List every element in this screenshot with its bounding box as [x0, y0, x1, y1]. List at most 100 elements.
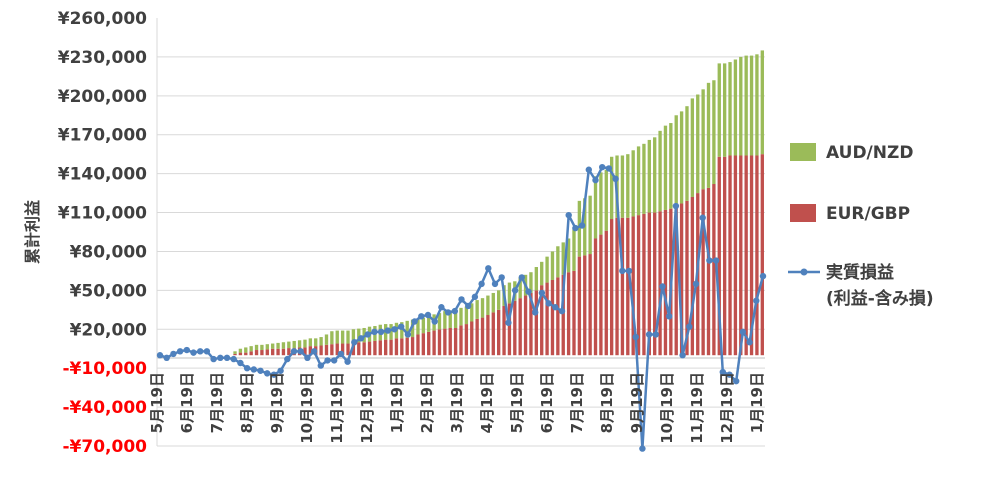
bar-audnzd [636, 146, 641, 216]
bar-audnzd [755, 54, 759, 156]
bar-eurgbp [265, 349, 269, 356]
x-tick-label: 9月19日 [628, 372, 646, 433]
bar-eurgbp [244, 352, 248, 356]
line-point [190, 349, 197, 356]
bar-eurgbp [566, 272, 571, 356]
line-point [183, 346, 190, 354]
bar-eurgbp [416, 334, 420, 356]
bar-eurgbp [276, 348, 280, 356]
bar-audnzd [556, 246, 560, 278]
line-point [344, 358, 351, 365]
x-tick-label: 12月19日 [718, 372, 736, 444]
legend-label: 実質損益 [826, 262, 894, 283]
line-point [592, 176, 599, 184]
bar-eurgbp [545, 282, 549, 356]
x-tick-label: 3月19日 [448, 372, 466, 433]
line-point [645, 331, 653, 338]
bar-audnzd [475, 300, 479, 319]
bar-eurgbp [663, 209, 668, 356]
legend-label: (利益-含み損) [826, 288, 934, 309]
bar-eurgbp [389, 339, 393, 356]
bar-audnzd [459, 307, 463, 326]
line-point [357, 335, 365, 342]
bar-audnzd [626, 154, 630, 218]
y-tick-label: -¥70,000 [63, 437, 148, 457]
x-tick-label: 5月19日 [148, 372, 166, 433]
bar-eurgbp [599, 234, 603, 356]
line-point [257, 367, 264, 374]
bar-eurgbp [529, 292, 533, 356]
axes [156, 18, 765, 446]
bar-audnzd [518, 277, 522, 299]
y-tick-label: ¥80,000 [70, 242, 148, 262]
bar-eurgbp [346, 343, 350, 356]
line-point [639, 445, 646, 452]
line-point [726, 371, 733, 378]
bar-eurgbp [367, 341, 372, 356]
bar-eurgbp [523, 295, 528, 356]
line-point [652, 331, 659, 338]
bar-audnzd [265, 344, 269, 350]
legend-label: EUR/GBP [826, 204, 910, 224]
line-point [699, 214, 706, 221]
line-point [666, 313, 673, 320]
bar-eurgbp [394, 338, 399, 356]
bar-audnzd [534, 267, 538, 291]
line-point [331, 357, 338, 364]
bar-eurgbp [631, 216, 635, 356]
line-point [498, 274, 505, 281]
line-point [659, 283, 666, 290]
line-point [398, 323, 405, 330]
x-tick-label: 1月19日 [388, 372, 406, 433]
line-point [578, 222, 586, 229]
bar-eurgbp [507, 303, 512, 356]
bar-audnzd [674, 115, 678, 207]
bar-eurgbp [260, 350, 264, 356]
bar-audnzd [599, 172, 603, 235]
line-point [391, 326, 398, 333]
x-tick-label: 11月19日 [688, 372, 706, 444]
bar-eurgbp [249, 351, 253, 356]
bar-audnzd [760, 50, 764, 155]
bar-eurgbp [647, 212, 651, 356]
line-point [310, 348, 318, 355]
y-tick-label: ¥170,000 [58, 126, 147, 146]
bar-eurgbp [583, 255, 587, 356]
bar-eurgbp [254, 350, 259, 356]
bar-eurgbp [717, 156, 721, 356]
bar-audnzd [335, 330, 339, 344]
bar-eurgbp [658, 211, 662, 356]
bar-audnzd [540, 261, 544, 286]
line-point [277, 367, 284, 374]
bar-audnzd [733, 59, 738, 156]
bar-eurgbp [744, 155, 748, 356]
bar-eurgbp [518, 298, 522, 356]
bar-audnzd [572, 229, 576, 271]
bar-audnzd [464, 306, 469, 325]
y-axis-ticks: ¥260,000 ¥230,000 ¥200,000 ¥170,000 ¥140,000… [58, 9, 147, 457]
bar-audnzd [604, 169, 608, 231]
line-point [686, 323, 693, 330]
line-point [223, 354, 231, 362]
bar-audnzd [609, 156, 614, 220]
bar-eurgbp [287, 348, 291, 356]
line-point [511, 287, 519, 294]
bar-audnzd [314, 338, 318, 347]
bar-audnzd [346, 330, 350, 344]
line-point [243, 364, 251, 372]
bar-audnzd [303, 339, 307, 348]
bar-audnzd [722, 63, 727, 157]
line-point [545, 300, 552, 307]
bar-eurgbp [351, 342, 356, 356]
bar-eurgbp [491, 312, 495, 356]
line-point [444, 309, 452, 316]
bar-eurgbp [357, 342, 361, 356]
bar-eurgbp [502, 305, 506, 356]
bar-eurgbp [733, 155, 738, 356]
line-point [284, 355, 291, 363]
line-point [458, 296, 465, 303]
bar-audnzd [739, 56, 743, 156]
bar-eurgbp [604, 230, 608, 356]
bar-audnzd [238, 348, 243, 353]
